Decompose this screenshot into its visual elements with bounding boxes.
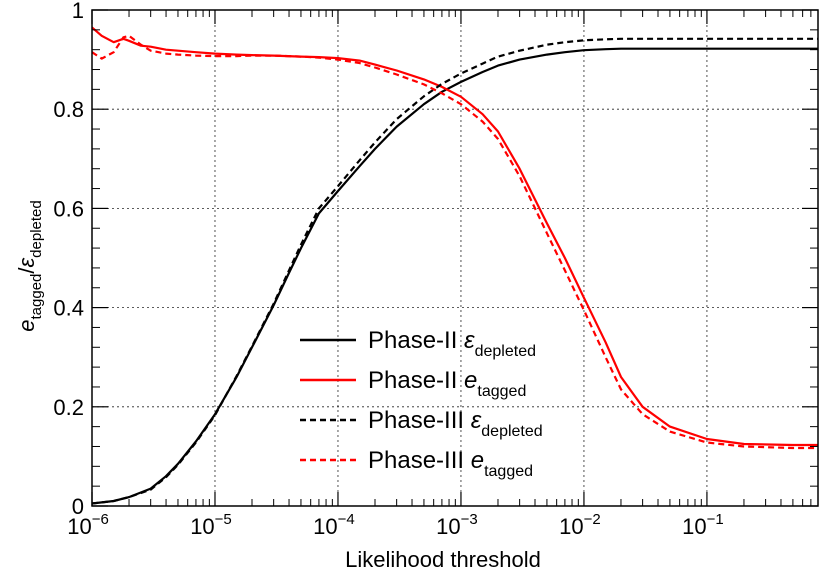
x-tick-base: 10: [682, 514, 706, 539]
series-line-1: [91, 47, 818, 505]
y-axis-title: etagged/εdepleted: [14, 200, 45, 332]
x-tick-label: 10−1: [682, 511, 724, 539]
y-tick-label: 0: [72, 494, 84, 519]
x-tick-base: 10: [67, 514, 91, 539]
y-axis-eps: ε: [14, 257, 39, 267]
legend-label-3: Phase-III εdepleted: [368, 407, 543, 440]
legend-label-4: Phase-III etagged: [368, 447, 533, 480]
legend-label-symbol: ε: [464, 327, 475, 354]
legend-label-symbol: e: [464, 367, 477, 394]
x-tick-exponent: −5: [215, 511, 232, 528]
tick-labels: 10−6 10−5 10−4 10−3 10−2 10−100.20.40.60.81: [53, 0, 723, 539]
legend-label-symbol: ε: [471, 407, 482, 434]
x-tick-exponent: −6: [92, 511, 109, 528]
legend-label-1: Phase-II εdepleted: [368, 327, 536, 360]
x-tick-exponent: −1: [707, 511, 724, 528]
x-tick-base: 10: [436, 514, 460, 539]
legend-label-sub: tagged: [484, 463, 533, 480]
series-line-2: [91, 26, 818, 447]
y-axis-e: e: [14, 320, 39, 332]
y-tick-label: 0.6: [53, 196, 84, 221]
x-tick-label: 10−2: [559, 511, 601, 539]
x-tick-base: 10: [559, 514, 583, 539]
y-tick-label: 1: [72, 0, 84, 23]
x-tick-base: 10: [190, 514, 214, 539]
x-tick-exponent: −2: [584, 511, 601, 528]
x-tick-label: 10−5: [190, 511, 232, 539]
x-tick-label: 10−3: [436, 511, 478, 539]
legend-label-sub: depleted: [481, 423, 542, 440]
legend-label-sub: tagged: [477, 383, 526, 400]
legend-label-main: Phase-III: [368, 447, 471, 474]
axis-ticks: [91, 9, 818, 507]
x-tick-label: 10−6: [67, 511, 109, 539]
y-tick-label: 0.2: [53, 395, 84, 420]
y-tick-label: 0.8: [53, 97, 84, 122]
legend-label-main: Phase-III: [368, 407, 471, 434]
series-line-4: [91, 34, 818, 450]
x-axis-title: Likelihood threshold: [345, 547, 541, 572]
legend-label-2: Phase-II etagged: [368, 367, 526, 400]
x-tick-exponent: −4: [338, 511, 355, 528]
y-axis-e-sub: tagged: [28, 274, 45, 320]
y-axis-slash: /: [14, 267, 39, 274]
x-tick-label: 10−4: [313, 511, 355, 539]
series-lines: [91, 26, 818, 505]
y-tick-label: 0.4: [53, 296, 84, 321]
grid-lines: [92, 10, 818, 506]
legend-label-sub: depleted: [475, 343, 536, 360]
x-tick-exponent: −3: [461, 511, 478, 528]
legend-label-main: Phase-II: [368, 327, 464, 354]
y-axis-eps-sub: depleted: [28, 200, 45, 258]
series-line-3: [91, 37, 818, 505]
legend-label-main: Phase-II: [368, 367, 464, 394]
legend-label-symbol: e: [471, 447, 484, 474]
x-tick-base: 10: [313, 514, 337, 539]
